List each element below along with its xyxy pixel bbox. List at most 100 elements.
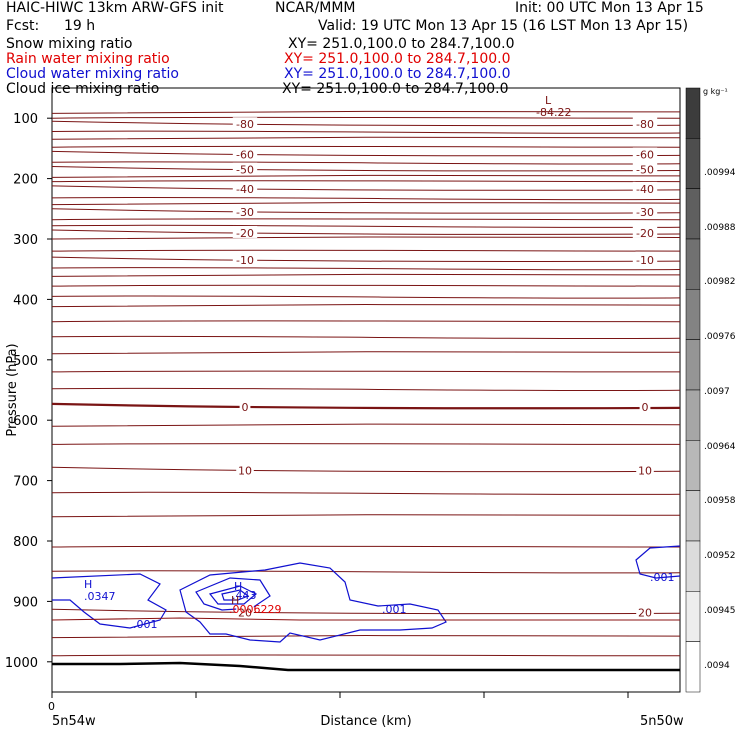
colorbar-segment [685,238,701,290]
valid-time: Valid: 19 UTC Mon 13 Apr 15 (16 LST Mon … [318,18,689,34]
contour-label-bg [236,605,254,618]
temperature-contour-label: -40 [636,183,654,196]
y-tick-label: 500 [13,354,38,369]
contour-label-bg [232,162,258,175]
isotherm-line [51,110,681,114]
colorbar-segment [685,339,701,391]
isotherm-line [51,570,681,574]
temperature-contour-label: -30 [236,206,254,219]
temperature-contour [51,120,681,127]
contour-label-bg [632,204,658,217]
contour-label-bg [232,147,258,160]
cloud-water-contour [221,589,250,601]
contour-label-bg [232,117,258,130]
temperature-contour-label: -10 [236,254,254,267]
x-tick-label: 0 [48,700,55,713]
isotherm-line [51,161,681,165]
temperature-contour-label: 20 [238,606,252,619]
temperature-contour-label: 10 [238,464,252,477]
temperature-contour-label: 20 [638,606,652,619]
contour-label-bg [632,225,658,238]
y-tick-label: 800 [13,535,38,550]
init-time: Init: 00 UTC Mon 13 Apr 15 [515,0,704,16]
temperature-contour [51,166,681,172]
contour-label-bg [639,399,651,412]
colorbar-label: .00952 [704,551,736,561]
temperature-contour-label: 0 [242,401,249,414]
contour-label-bg [232,204,258,217]
isotherm-line [51,303,681,308]
high-marker: H [234,580,242,593]
contour-label-bg [232,181,258,194]
isotherm-line [51,545,681,548]
colorbar-segment [685,490,701,542]
isotherm-line [51,387,681,392]
temperature-contour [51,208,681,214]
colorbar-segment [685,389,701,441]
temperature-contour [51,229,681,235]
y-tick-label: 300 [13,233,38,248]
low-marker: L [545,94,552,107]
isotherm-line [51,370,681,373]
y-tick-label: 100 [13,112,38,127]
colorbar-unit: g kg⁻¹ [703,87,728,96]
contour-label-bg [636,605,654,618]
rain-contour [51,617,680,621]
temperature-contour-label: -10 [636,254,654,267]
y-tick-label: 700 [13,475,38,490]
temperature-contour-label: -40 [236,183,254,196]
cloud-water-contour [208,585,258,605]
isotherm-line [51,423,681,427]
contour-label-bg [232,253,258,266]
isotherm-line [51,654,681,657]
colorbar-segment [685,87,701,139]
isotherm-line [51,284,681,287]
y-tick-label: 1000 [5,656,38,671]
temperature-contour-label: -50 [636,164,654,177]
isotherm-line [51,634,681,639]
temperature-contour [51,256,681,262]
colorbar-label: .0097 [704,387,730,397]
field-cloudwater-name: Cloud water mixing ratio [6,66,179,82]
model-title: HAIC-HIWC 13km ARW-GFS init [6,0,224,16]
terrain-line [52,661,680,672]
isotherm-line [51,224,681,228]
colorbar-label: .0094 [704,661,730,671]
contour-label-bg [632,117,658,130]
contour-annotation: .001 [650,571,675,584]
field-cloudwater-xy: XY= 251.0,100.0 to 284.7,100.0 [284,66,511,82]
center-label: NCAR/MMM [275,0,356,16]
isotherm-line [51,236,681,240]
field-cloudice-xy: XY= 251.0,100.0 to 284.7,100.0 [282,81,509,97]
contour-annotation: .0347 [84,590,116,603]
fcst-value: 19 h [64,18,96,34]
contour-annotation: .443 [232,589,257,602]
isotherm-line [51,145,681,148]
colorbar-segment [685,540,701,592]
temperature-contour [51,185,681,191]
isotherm-line [51,218,681,221]
field-rain-name: Rain water mixing ratio [6,51,170,67]
field-snow-xy: XY= 251.0,100.0 to 284.7,100.0 [288,36,515,52]
colorbar-segment [685,138,701,189]
x-axis-label: Distance (km) [320,714,411,729]
colorbar-label: .00994 [704,168,736,178]
isotherm-line [51,514,681,518]
field-snow-name: Snow mixing ratio [6,36,133,52]
colorbar-label: .00976 [704,332,736,342]
plot-frame [51,87,681,693]
colorbar-segment [685,440,701,491]
high-marker: H [231,594,239,607]
temperature-contour-label: -60 [236,148,254,161]
temperature-contour [51,150,681,157]
field-cloudice-name: Cloud ice mixing ratio [6,81,160,97]
y-tick-label: 200 [13,173,38,188]
colorbar-label: .00982 [704,277,736,287]
contour-annotation: .0006229 [229,603,282,616]
y-tick-label: 600 [13,414,38,429]
temperature-contour-label: -30 [636,206,654,219]
temperature-contour-label: -80 [236,118,254,131]
colorbar-label: .00988 [704,223,736,233]
y-tick-label: 900 [13,595,38,610]
